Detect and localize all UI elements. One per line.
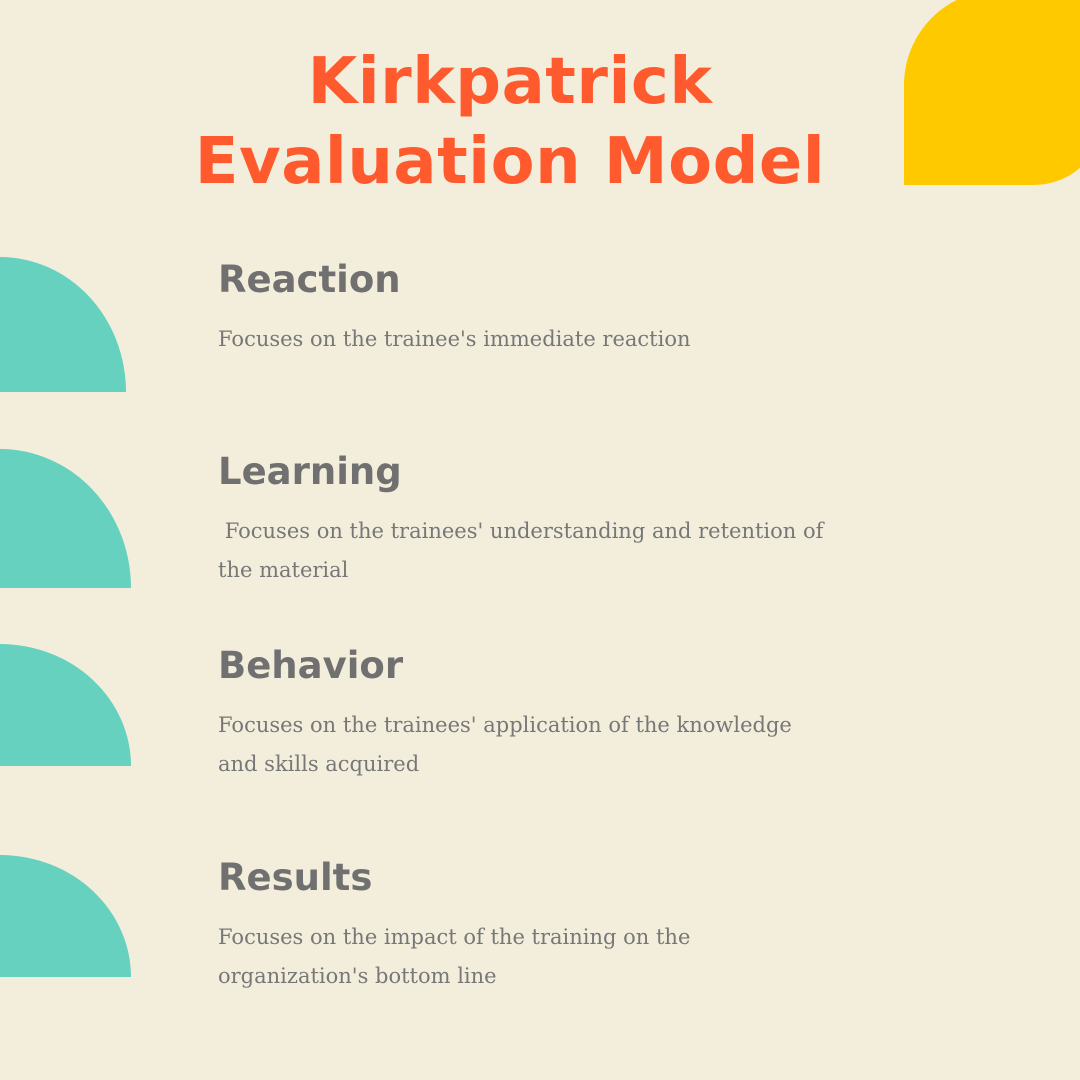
teal-decoration: [0, 449, 131, 588]
section-reaction: Reaction Focuses on the trainee's immedi…: [218, 258, 858, 359]
title-line-1: Kirkpatrick: [307, 45, 713, 119]
section-behavior: Behavior Focuses on the trainees' applic…: [218, 644, 818, 784]
section-results: Results Focuses on the impact of the tra…: [218, 856, 738, 996]
section-heading: Results: [218, 856, 373, 899]
section-heading: Behavior: [218, 644, 404, 687]
section-body: Focuses on the trainees' application of …: [218, 713, 792, 776]
teal-decoration: [0, 855, 131, 977]
page-title: Kirkpatrick Evaluation Model: [0, 42, 1020, 202]
section-learning: Learning Focuses on the trainees' unders…: [218, 450, 858, 590]
section-body: Focuses on the trainee's immediate react…: [218, 327, 691, 351]
section-body: Focuses on the trainees' understanding a…: [218, 519, 831, 582]
yellow-decoration: [904, 0, 1080, 185]
section-heading: Reaction: [218, 258, 401, 301]
section-heading: Learning: [218, 450, 402, 493]
teal-decoration: [0, 644, 131, 766]
title-line-2: Evaluation Model: [194, 125, 826, 199]
teal-decoration: [0, 257, 126, 392]
section-body: Focuses on the impact of the training on…: [218, 925, 691, 988]
